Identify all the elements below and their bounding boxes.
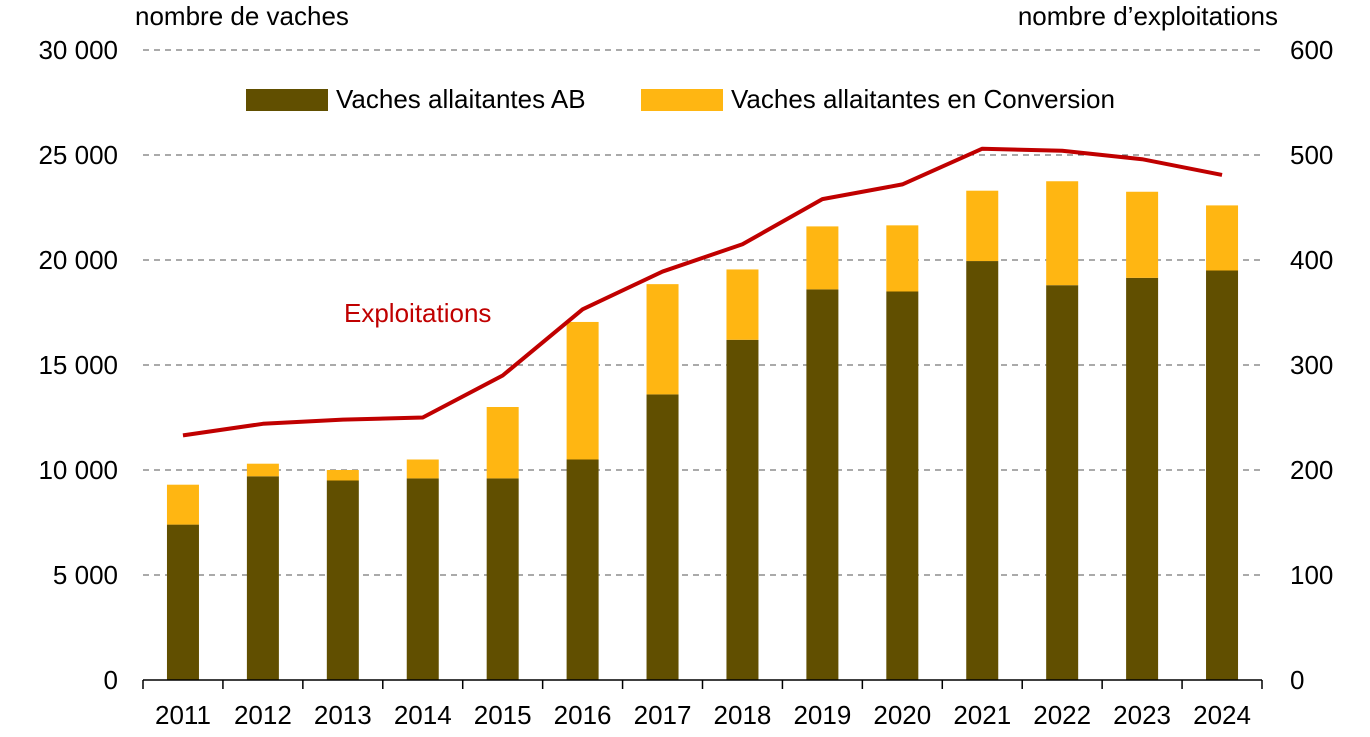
legend-swatch-conversion — [641, 89, 723, 111]
x-tick-label: 2020 — [873, 700, 931, 730]
bar-ab — [567, 460, 599, 681]
right-axis-label: nombre d’exploitations — [1018, 1, 1278, 31]
left-axis-label: nombre de vaches — [135, 1, 349, 31]
bar-ab — [1046, 285, 1078, 680]
right-tick-label: 400 — [1290, 245, 1333, 275]
bar-ab — [1126, 278, 1158, 680]
bar-conversion — [327, 470, 359, 481]
bar-conversion — [806, 226, 838, 289]
x-tick-label: 2012 — [234, 700, 292, 730]
right-tick-label: 500 — [1290, 140, 1333, 170]
x-tick-label: 2024 — [1193, 700, 1251, 730]
bar-conversion — [966, 191, 998, 261]
bar-ab — [886, 292, 918, 681]
right-tick-label: 300 — [1290, 350, 1333, 380]
bar-ab — [806, 289, 838, 680]
x-tick-label: 2022 — [1033, 700, 1091, 730]
left-tick-label: 10 000 — [38, 455, 118, 485]
right-tick-label: 200 — [1290, 455, 1333, 485]
x-tick-label: 2011 — [155, 700, 211, 730]
left-tick-label: 30 000 — [38, 35, 118, 65]
bar-ab — [966, 261, 998, 680]
bar-conversion — [567, 322, 599, 460]
x-tick-label: 2019 — [793, 700, 851, 730]
legend-label-conversion: Vaches allaitantes en Conversion — [731, 84, 1115, 114]
left-tick-label: 0 — [104, 665, 118, 695]
bar-ab — [487, 478, 519, 680]
bar-conversion — [1206, 205, 1238, 270]
bar-conversion — [1046, 181, 1078, 285]
bar-conversion — [886, 225, 918, 291]
legend: Vaches allaitantes AB Vaches allaitantes… — [246, 84, 1115, 114]
bar-ab — [1206, 271, 1238, 681]
x-tick-label: 2018 — [714, 700, 772, 730]
x-tick-label: 2014 — [394, 700, 452, 730]
legend-label-ab: Vaches allaitantes AB — [336, 84, 586, 114]
left-tick-label: 25 000 — [38, 140, 118, 170]
x-tick-label: 2017 — [634, 700, 692, 730]
left-tick-label: 5 000 — [53, 560, 118, 590]
x-tick-label: 2015 — [474, 700, 532, 730]
right-tick-label: 0 — [1290, 665, 1304, 695]
bar-conversion — [647, 284, 679, 394]
x-tick-label: 2023 — [1113, 700, 1171, 730]
bar-ab — [247, 476, 279, 680]
bar-conversion — [487, 407, 519, 478]
x-tick-label: 2021 — [953, 700, 1011, 730]
right-tick-label: 600 — [1290, 35, 1333, 65]
bar-ab — [167, 525, 199, 680]
x-tick-label: 2016 — [554, 700, 612, 730]
right-tick-label: 100 — [1290, 560, 1333, 590]
bar-conversion — [167, 485, 199, 525]
bar-conversion — [726, 269, 758, 339]
x-tick-label: 2013 — [314, 700, 372, 730]
bar-conversion — [1126, 192, 1158, 278]
legend-swatch-ab — [246, 89, 328, 111]
bar-conversion — [247, 464, 279, 477]
bar-ab — [327, 481, 359, 681]
bar-ab — [647, 394, 679, 680]
bar-ab — [407, 478, 439, 680]
bar-ab — [726, 340, 758, 680]
left-tick-label: 15 000 — [38, 350, 118, 380]
left-tick-label: 20 000 — [38, 245, 118, 275]
line-series-label: Exploitations — [344, 298, 491, 328]
bar-conversion — [407, 460, 439, 479]
